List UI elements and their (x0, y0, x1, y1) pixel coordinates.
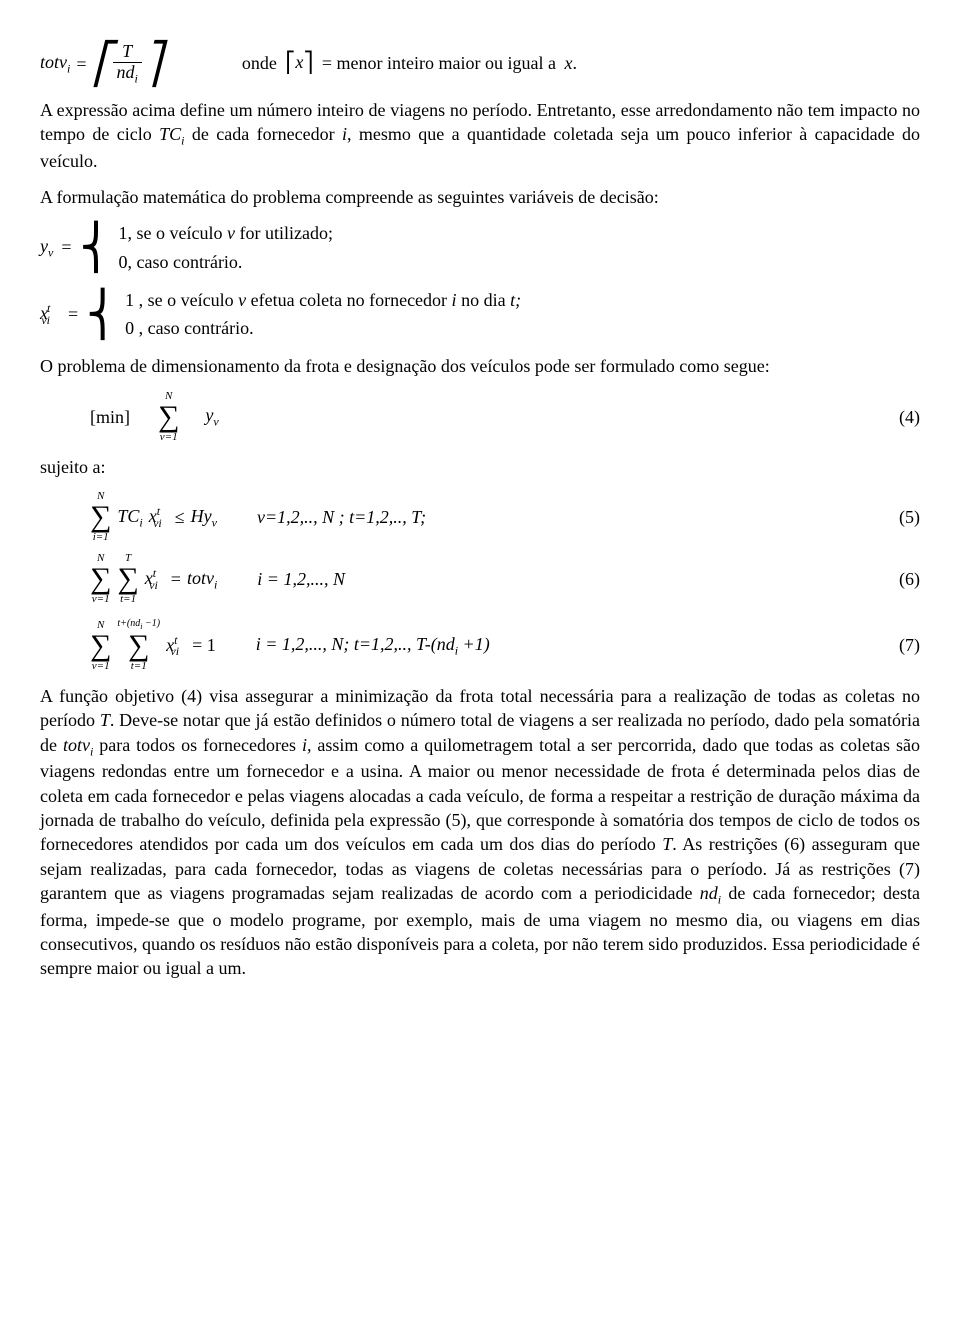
sum-icon: T ∑ t=1 (117, 553, 138, 605)
p4-T: T (100, 710, 110, 730)
c5-ysub: v (212, 515, 217, 529)
paragraph-3: O problema de dimensionamento da frota e… (40, 354, 920, 378)
eq-constraint-7: N ∑ v=1 t+(ndi −1) ∑ t=1 xtvi = 1 i = 1,… (40, 619, 920, 672)
frac-num: T (118, 42, 136, 62)
brace-icon: ⎨ (86, 297, 119, 332)
yv-l1a: 1, se o veículo (118, 223, 226, 243)
yv-l1b: for utilizado; (235, 223, 333, 243)
ceil-x: x (295, 50, 303, 77)
c5-H: H (191, 506, 204, 526)
eq-totv-lhs: totvi = ⎡ T ndi ⎤ (40, 42, 162, 86)
c6-totvsub: i (214, 577, 217, 591)
p4-T2: T (662, 834, 672, 854)
c5-le: ≤ (175, 505, 185, 529)
xvi-l1a: 1 , se o veículo (125, 290, 238, 310)
period: . (572, 53, 577, 73)
c5-bot: i=1 (93, 532, 109, 543)
c5-tcsub: i (139, 515, 142, 529)
xvi-l1t: t; (510, 290, 521, 310)
totv-symbol: totv (40, 52, 67, 72)
eqnum-6: (6) (880, 567, 920, 591)
c5-xsub: vi (153, 516, 162, 530)
sum-icon: N ∑ i=1 (90, 491, 111, 543)
yv-l2: 0, caso contrário. (118, 250, 332, 274)
c7-nd: nd (437, 634, 455, 654)
c6-b2: t=1 (120, 594, 136, 605)
eq-objective: [min] N ∑ v=1 yv (4) (40, 391, 920, 443)
sum-icon: N ∑ v=1 (90, 553, 111, 605)
xvi-l1b: efetua coleta no fornecedor (246, 290, 451, 310)
yv-lhs-sub: v (48, 246, 53, 260)
c5-y: y (204, 506, 212, 526)
p4c: para todos os fornecedores (93, 735, 302, 755)
eqnum-5: (5) (880, 505, 920, 529)
c6-b1: v=1 (92, 594, 110, 605)
sum-icon: t+(ndi −1) ∑ t=1 (117, 619, 160, 672)
c6-xsub: vi (149, 578, 158, 592)
yv-l1v: v (227, 223, 235, 243)
p1-mid: de cada fornecedor (185, 124, 342, 144)
eq-constraint-6: N ∑ v=1 T ∑ t=1 xtvi = totvi i = 1,2,...… (40, 553, 920, 605)
sum-icon: N ∑ v=1 (90, 620, 111, 672)
c7-b1: v=1 (92, 661, 110, 672)
xvi-l1c: no dia (457, 290, 511, 310)
frac-den-sub: i (135, 71, 138, 85)
brace-icon: ⎨ (79, 230, 112, 265)
c5-range: v=1,2,.., N ; t=1,2,.., T; (257, 505, 426, 529)
xvi-l1v: v (238, 290, 246, 310)
c7-b2: t=1 (131, 661, 147, 672)
p4-totv: totv (63, 735, 90, 755)
onde-text: onde (242, 53, 277, 73)
paragraph-2: A formulação matemática do problema comp… (40, 185, 920, 209)
yv-lhs: y (40, 236, 48, 256)
eq-totv-desc: onde ⎡x⎤ = menor inteiro maior ou igual … (242, 50, 577, 77)
xvi-l2: 0 , caso contrário. (125, 316, 521, 340)
eqnum-7: (7) (880, 633, 920, 657)
eq-constraint-5: N ∑ i=1 TCi xtvi ≤ Hyv v=1,2,.., N ; t=1… (40, 491, 920, 543)
frac-den-a: nd (117, 62, 135, 82)
paragraph-1: A expressão acima define um número intei… (40, 98, 920, 173)
totv-sub: i (67, 62, 70, 76)
def-yv: yv = ⎨ 1, se o veículo v for utilizado; … (40, 221, 920, 274)
c5-tc: TC (117, 506, 139, 526)
c6-range: i = 1,2,..., N (257, 567, 345, 591)
min-label: [min] (90, 405, 130, 429)
after-text: = menor inteiro maior ou igual a (322, 53, 556, 73)
eqnum-4: (4) (880, 405, 920, 429)
paragraph-4: A função objetivo (4) visa assegurar a m… (40, 684, 920, 981)
def-xvi: xtvi = ⎨ 1 , se o veículo v efetua colet… (40, 288, 920, 341)
c6-eq: = (171, 567, 181, 591)
c7-eq: = 1 (192, 633, 216, 657)
c7-ra: i = 1,2,..., N; t=1,2,.., T-( (256, 634, 437, 654)
sum-icon: N ∑ v=1 (158, 391, 179, 443)
sujeito-a: sujeito a: (40, 455, 920, 479)
p4-nd: nd (700, 883, 718, 903)
p1-tc: TC (159, 124, 181, 144)
c7-rb: +1) (458, 634, 490, 654)
c7-xsub: vi (170, 644, 179, 658)
obj-body-sub: v (213, 415, 218, 429)
ceil-left: ⎡ T ndi ⎤ (93, 42, 162, 86)
c6-totv: totv (187, 568, 214, 588)
xvi-sub: vi (41, 313, 50, 327)
obj-bot: v=1 (160, 432, 178, 443)
eq-totv-row: totvi = ⎡ T ndi ⎤ onde ⎡x⎤ = menor intei… (40, 42, 920, 86)
